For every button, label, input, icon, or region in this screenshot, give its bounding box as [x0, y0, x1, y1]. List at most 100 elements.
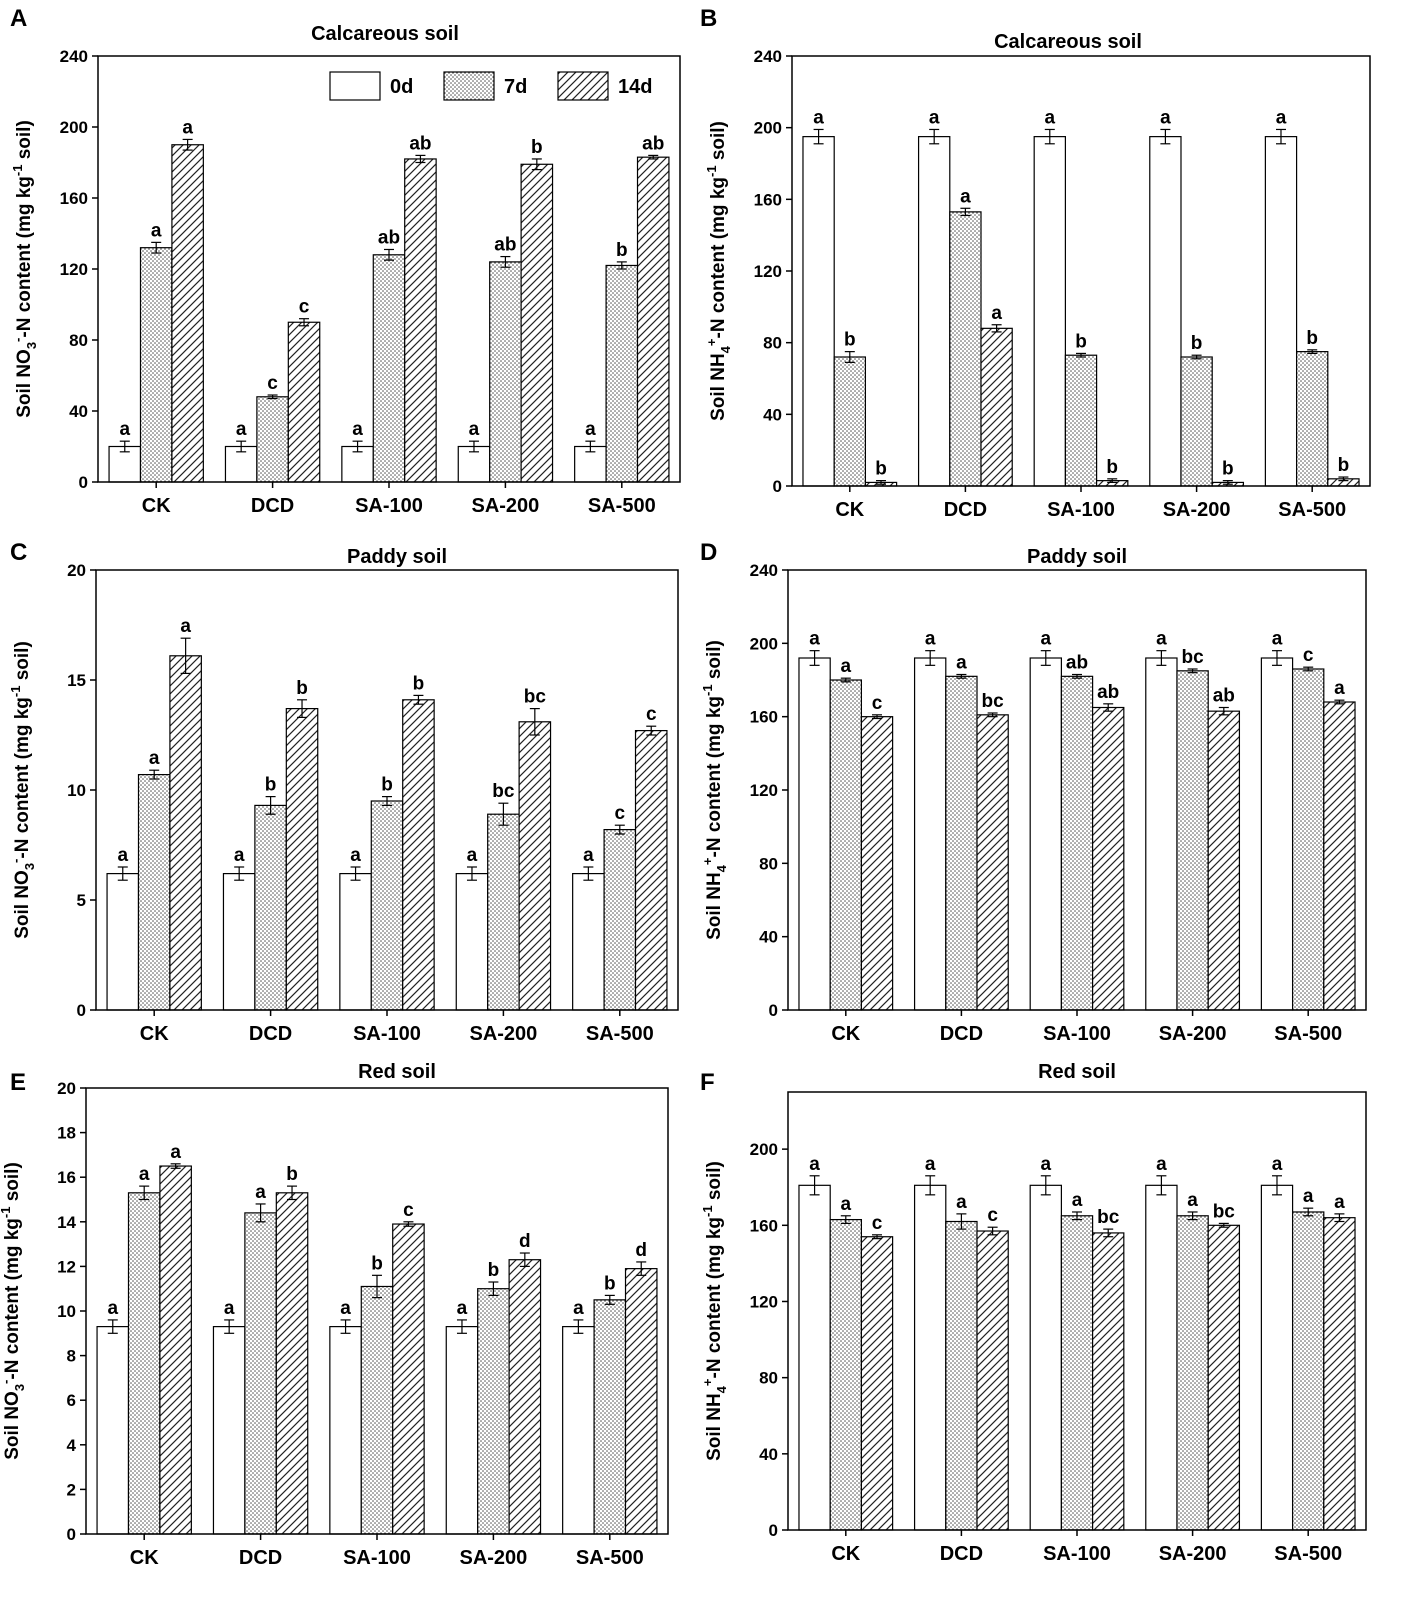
- y-tick-label: 120: [750, 1292, 778, 1311]
- bar-dcd-0d: [222, 872, 256, 1011]
- x-tick-label: CK: [130, 1547, 159, 1569]
- bar-ck-0d: [798, 1184, 831, 1531]
- legend: 0d 7d 14d: [329, 71, 652, 101]
- x-tick-label: SA-100: [1043, 1023, 1111, 1045]
- y-title-part: Soil NO: [2, 1391, 23, 1460]
- significance-label: b: [844, 330, 856, 351]
- legend-label-14d: 14d: [618, 76, 652, 98]
- bar-dcd-0d: [917, 136, 951, 487]
- significance-label: a: [956, 1192, 967, 1213]
- bar-sa-100-14d: [402, 699, 435, 1011]
- y-title-subscript: 4: [714, 864, 729, 872]
- plot-frame: [787, 569, 1367, 1011]
- y-title-superscript: +: [700, 857, 715, 865]
- x-tick-label: SA-500: [586, 1023, 654, 1045]
- significance-label: b: [286, 1164, 298, 1185]
- significance-label: a: [224, 1298, 235, 1319]
- y-tick-label: 40: [759, 1445, 778, 1464]
- y-tick-label: 160: [60, 189, 88, 208]
- bar-sa-500-14d: [1323, 1217, 1356, 1531]
- significance-label: ab: [409, 133, 431, 154]
- bar-sa-200-0d: [1149, 136, 1182, 487]
- significance-label: a: [1160, 107, 1171, 128]
- bar-sa-500-7d: [1291, 1211, 1325, 1531]
- bar-sa-500-14d: [1323, 701, 1356, 1011]
- bar-dcd-14d: [287, 321, 321, 483]
- y-title-part: -N content (mg kg: [704, 696, 725, 858]
- bar-sa-200-7d: [487, 813, 520, 1011]
- bar-sa-100-0d: [339, 872, 372, 1011]
- x-tick-label: CK: [831, 1023, 860, 1045]
- x-tick-label: SA-100: [353, 1023, 421, 1045]
- significance-label: a: [236, 419, 247, 440]
- bar-sa-500-14d: [624, 1268, 658, 1535]
- significance-label: c: [987, 1205, 998, 1226]
- significance-label: a: [149, 748, 160, 769]
- significance-label: a: [1303, 1186, 1314, 1207]
- y-tick-label: 0: [773, 477, 782, 496]
- significance-label: bc: [982, 691, 1005, 712]
- panel-letter: E: [10, 1069, 26, 1096]
- y-tick-label: 10: [67, 781, 86, 800]
- significance-label: ab: [1213, 686, 1235, 707]
- y-title-part: -N content (mg kg: [708, 177, 729, 339]
- significance-label: c: [267, 373, 278, 394]
- chart-title: Paddy soil: [347, 546, 447, 568]
- y-title-superscript: -1: [700, 1205, 715, 1217]
- y-tick-label: 20: [57, 1079, 76, 1098]
- significance-label: c: [1303, 645, 1314, 666]
- bar-sa-500-7d: [1291, 668, 1325, 1011]
- significance-label: ab: [494, 235, 516, 256]
- bar-sa-200-7d: [489, 261, 522, 483]
- y-title-part: -N content (mg kg: [14, 176, 35, 338]
- significance-label: c: [872, 693, 883, 714]
- x-tick-label: DCD: [251, 495, 294, 517]
- y-tick-label: 0: [67, 1525, 76, 1544]
- significance-label: a: [1334, 678, 1345, 699]
- x-tick-label: SA-500: [576, 1547, 644, 1569]
- x-tick-label: SA-200: [459, 1547, 527, 1569]
- y-tick-label: 160: [754, 190, 782, 209]
- chart-title: Calcareous soil: [311, 23, 459, 45]
- significance-label: b: [531, 137, 543, 158]
- significance-label: a: [991, 303, 1002, 324]
- bar-ck-7d: [829, 1218, 863, 1531]
- y-tick-label: 240: [750, 561, 778, 580]
- x-tick-label: CK: [835, 499, 864, 521]
- y-tick-label: 5: [77, 891, 86, 910]
- y-tick-label: 14: [57, 1213, 76, 1232]
- bar-dcd-7d: [256, 396, 289, 483]
- significance-label: bc: [1182, 647, 1205, 668]
- bar-sa-500-0d: [1260, 1184, 1294, 1531]
- bar-sa-100-14d: [1092, 706, 1125, 1011]
- chart-title: Red soil: [1038, 1061, 1116, 1083]
- bar-sa-500-0d: [1264, 136, 1298, 487]
- bar-sa-100-0d: [1033, 136, 1066, 487]
- bar-dcd-0d: [913, 657, 947, 1011]
- y-tick-label: 0: [77, 1001, 86, 1020]
- legend-label-0d: 0d: [390, 76, 413, 98]
- y-title-subscript: 3: [12, 1384, 27, 1391]
- y-title-part: Soil NO: [12, 870, 33, 939]
- y-title-part: soil): [704, 1161, 725, 1205]
- bar-ck-7d: [137, 773, 171, 1011]
- x-tick-label: SA-500: [1278, 499, 1346, 521]
- y-tick-label: 0: [769, 1521, 778, 1540]
- significance-label: a: [107, 1298, 118, 1319]
- y-title-part: Soil NH: [704, 872, 725, 940]
- significance-label: bc: [492, 781, 515, 802]
- panel-f: F Red soil 0 40 80 120 160 200 Soil NH4+-N conte…: [700, 1061, 1367, 1565]
- significance-label: b: [413, 673, 425, 694]
- x-tick-label: SA-500: [588, 495, 656, 517]
- y-tick-label: 18: [57, 1124, 76, 1143]
- significance-label: a: [813, 107, 824, 128]
- significance-label: ab: [1066, 653, 1088, 674]
- bar-ck-0d: [798, 657, 831, 1011]
- plot-frame: [97, 55, 681, 483]
- panel-letter: F: [700, 1069, 715, 1096]
- significance-label: b: [604, 1273, 616, 1294]
- y-title-part: Soil NH: [708, 353, 729, 421]
- bar-sa-100-7d: [1064, 354, 1098, 487]
- bar-sa-200-7d: [1176, 670, 1209, 1011]
- significance-label: c: [646, 704, 657, 725]
